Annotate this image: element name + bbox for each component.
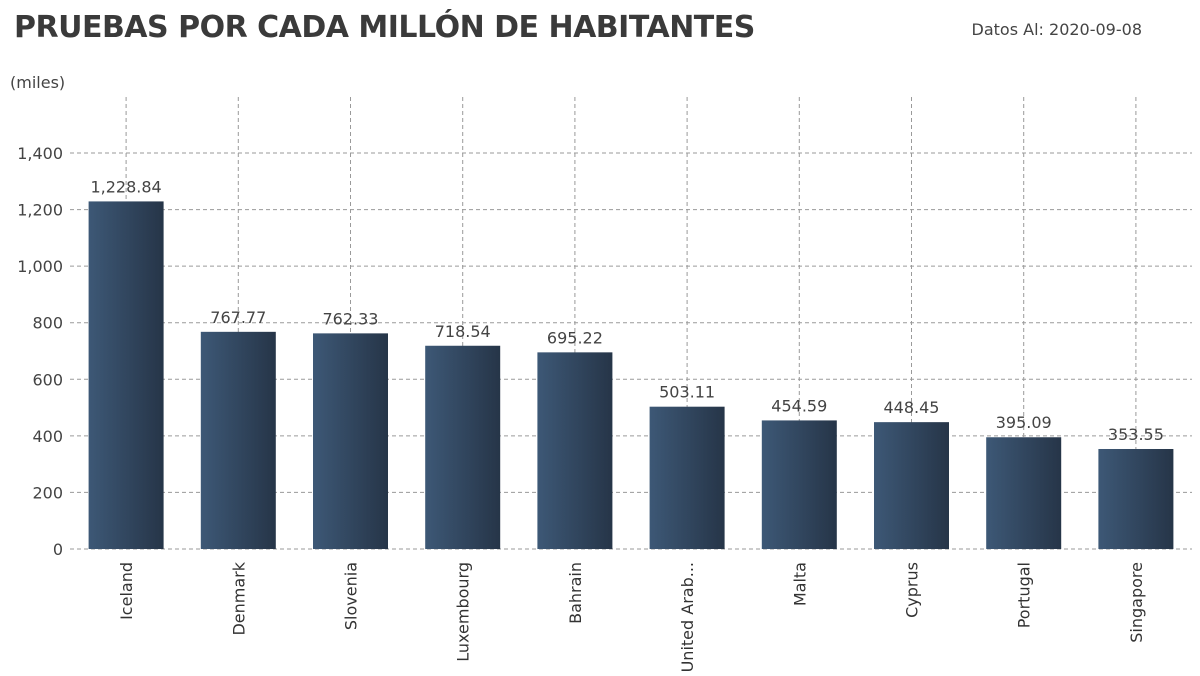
bar-malta[interactable]: [761, 420, 837, 549]
bar-value-label: 767.77: [210, 308, 266, 327]
bar-slovenia[interactable]: [313, 333, 388, 549]
y-tick-label: 400: [32, 427, 63, 446]
bar-value-label: 395.09: [996, 413, 1052, 432]
y-tick-label: 1,400: [17, 144, 63, 163]
bar-value-label: 353.55: [1108, 425, 1164, 444]
chart-title: PRUEBAS POR CADA MILLÓN DE HABITANTES: [14, 10, 755, 45]
bar-denmark[interactable]: [200, 331, 276, 549]
y-axis-unit-label: (miles): [10, 73, 66, 92]
bar-singapore[interactable]: [1098, 448, 1174, 549]
bar-united-arab[interactable]: [649, 406, 725, 549]
bar-value-label: 718.54: [435, 322, 491, 341]
x-category-label: United Arab...: [678, 562, 697, 672]
y-tick-label: 0: [53, 540, 63, 559]
y-tick-label: 200: [32, 483, 63, 502]
bar-iceland[interactable]: [88, 201, 164, 550]
x-category-label: Slovenia: [342, 562, 361, 630]
x-category-label: Malta: [790, 562, 809, 606]
y-tick-label: 800: [32, 314, 63, 333]
x-category-label: Portugal: [1015, 562, 1034, 628]
x-category-label: Bahrain: [566, 562, 585, 624]
bar-bahrain[interactable]: [537, 352, 613, 549]
bar-value-label: 762.33: [323, 309, 379, 328]
x-category-label: Singapore: [1127, 562, 1146, 643]
y-tick-label: 1,200: [17, 201, 63, 220]
bar-luxembourg[interactable]: [425, 345, 501, 549]
bar-value-label: 695.22: [547, 328, 603, 347]
x-category-label: Luxembourg: [454, 562, 473, 662]
y-tick-label: 600: [32, 370, 63, 389]
bar-value-label: 448.45: [884, 398, 940, 417]
x-category-label: Iceland: [117, 562, 136, 620]
bar-portugal[interactable]: [986, 437, 1062, 549]
bar-value-label: 503.11: [659, 383, 715, 402]
y-tick-label: 1,000: [17, 257, 63, 276]
bar-value-label: 454.59: [771, 396, 827, 415]
x-category-label: Denmark: [229, 561, 248, 635]
bar-cyprus[interactable]: [874, 422, 949, 549]
x-category-label: Cyprus: [903, 562, 922, 618]
bar-value-label: 1,228.84: [90, 177, 161, 196]
data-date-label: Datos Al: 2020-09-08: [971, 20, 1142, 39]
